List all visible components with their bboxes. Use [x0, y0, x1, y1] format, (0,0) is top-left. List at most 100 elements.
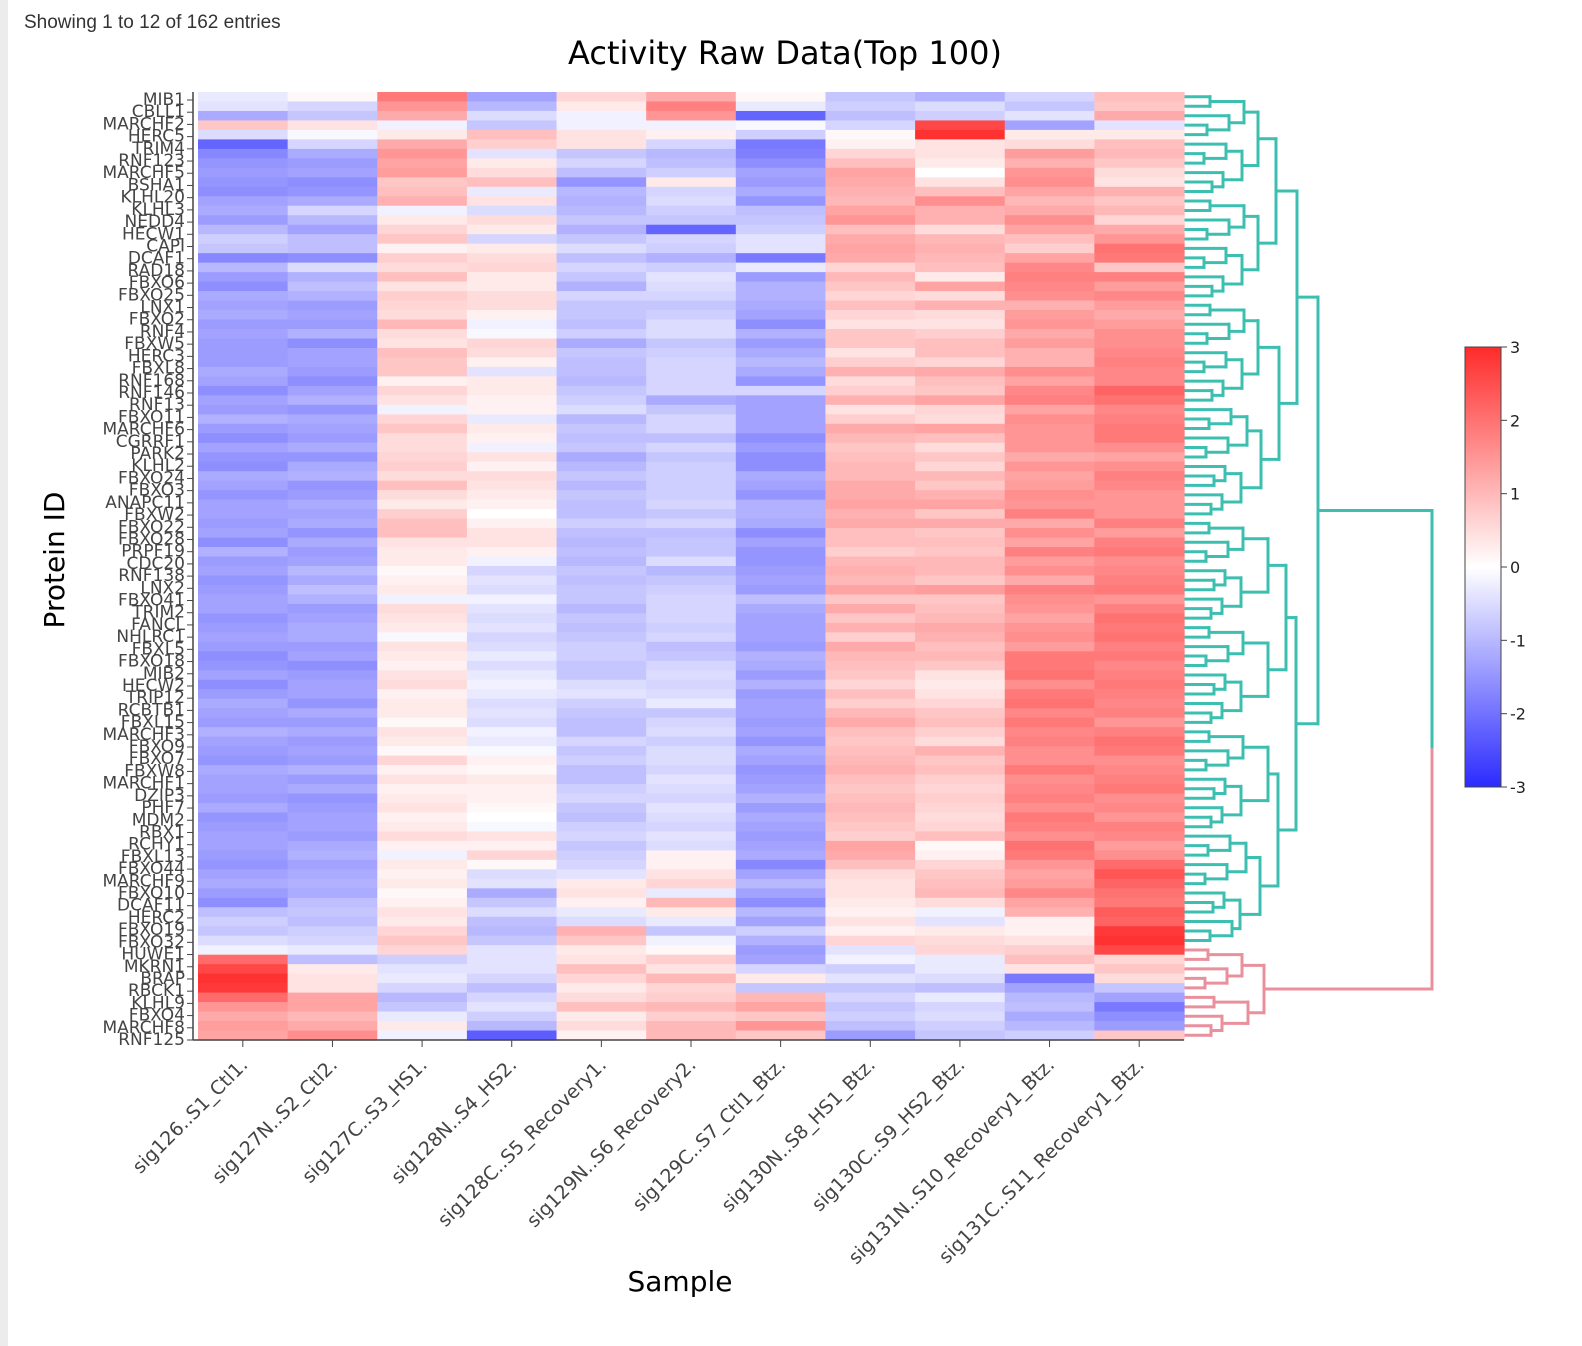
heatmap-cell	[287, 547, 378, 558]
heatmap-cell	[287, 1002, 378, 1013]
heatmap-cell	[825, 1030, 916, 1041]
heatmap-cell	[735, 499, 827, 510]
heatmap-cell	[556, 347, 647, 359]
heatmap-cell	[287, 888, 378, 899]
heatmap-cell	[915, 319, 1006, 330]
heatmap-cell	[1094, 641, 1185, 652]
heatmap-cell	[825, 205, 916, 216]
heatmap-cell	[287, 461, 378, 472]
heatmap-cell	[646, 964, 737, 975]
heatmap-cell	[646, 708, 737, 719]
heatmap-cell	[287, 310, 378, 321]
heatmap-cell	[556, 404, 647, 415]
heatmap-cell	[915, 347, 1006, 359]
heatmap-cell	[377, 139, 468, 150]
heatmap-cell	[287, 746, 378, 757]
heatmap-cell	[556, 992, 647, 1003]
heatmap-cell	[735, 518, 827, 529]
y-axis-label: Protein ID	[38, 492, 71, 629]
heatmap-cell	[556, 110, 647, 122]
heatmap-cell	[1004, 954, 1095, 965]
row-label: FBXO41	[118, 591, 185, 611]
heatmap-cell	[377, 338, 468, 349]
heatmap-cell	[198, 224, 289, 235]
heatmap-cell	[735, 300, 827, 311]
heatmap-cell	[377, 746, 468, 757]
heatmap-cell	[377, 878, 468, 889]
heatmap-cell	[466, 547, 558, 558]
heatmap-cell	[377, 537, 468, 548]
heatmap-cell	[915, 253, 1006, 264]
row-label: MARCHF9	[102, 871, 185, 891]
heatmap-cell	[1094, 158, 1185, 169]
heatmap-cell	[287, 300, 378, 311]
row-labels: MIB1CBLL1MARCHF2HERC5TRIM4RNF123MARCHF5B…	[102, 90, 185, 1050]
heatmap-cell	[1004, 490, 1095, 501]
heatmap-cell	[466, 784, 558, 795]
heatmap-cell	[287, 803, 378, 814]
row-label: FBXL15	[121, 713, 185, 733]
heatmap-cell	[466, 347, 558, 359]
heatmap-cell	[1004, 518, 1095, 529]
heatmap-cell	[735, 243, 827, 254]
heatmap-cell	[556, 566, 647, 577]
heatmap-cell	[1094, 139, 1185, 150]
heatmap-cell	[915, 262, 1006, 273]
row-label: BSHA1	[128, 176, 185, 196]
heatmap-cell	[825, 110, 916, 122]
heatmap-cell	[198, 964, 289, 975]
heatmap-cell	[735, 139, 827, 150]
heatmap-cell	[735, 973, 827, 984]
heatmap-cell	[466, 452, 558, 463]
heatmap-cell	[198, 366, 289, 377]
heatmap-cell	[377, 262, 468, 273]
heatmap-cell	[1004, 964, 1095, 975]
heatmap-cell	[1004, 784, 1095, 795]
heatmap-cell	[1094, 186, 1185, 197]
heatmap-cell	[556, 878, 647, 889]
heatmap-cell	[915, 215, 1006, 226]
heatmap-cell	[915, 92, 1006, 103]
heatmap-cell	[287, 129, 378, 140]
heatmap-cell	[735, 784, 827, 795]
heatmap-cell	[825, 537, 916, 548]
heatmap-cell	[1004, 774, 1095, 785]
heatmap-cell	[915, 366, 1006, 377]
heatmap-cell	[735, 859, 827, 870]
heatmap-cell	[556, 859, 647, 870]
heatmap-cell	[915, 774, 1006, 785]
heatmap-cell	[825, 480, 916, 491]
heatmap-cell	[377, 423, 468, 434]
heatmap-cell	[1004, 243, 1095, 254]
heatmap-cell	[825, 490, 916, 501]
heatmap-cell	[377, 983, 468, 994]
heatmap-cell	[915, 992, 1006, 1003]
heatmap-cell	[466, 101, 558, 112]
heatmap-cell	[556, 831, 647, 842]
heatmap-cell	[198, 1021, 289, 1032]
heatmap-cell	[287, 964, 378, 975]
heatmap-cell	[198, 821, 289, 833]
heatmap-cell	[735, 584, 827, 596]
heatmap-cell	[466, 954, 558, 965]
heatmap-cell	[646, 840, 737, 851]
heatmap-cell	[287, 983, 378, 994]
heatmap-cell	[466, 641, 558, 652]
heatmap-cell	[915, 186, 1006, 197]
heatmap-cell	[915, 272, 1006, 283]
heatmap-cell	[735, 129, 827, 140]
heatmap-cell	[735, 196, 827, 207]
heatmap-cell	[915, 698, 1006, 709]
row-label: FBXO19	[118, 920, 185, 940]
heatmap-cell	[556, 224, 647, 235]
heatmap-cell	[1004, 537, 1095, 548]
heatmap-cell	[825, 784, 916, 795]
heatmap-cell	[1094, 717, 1185, 728]
heatmap-cell	[646, 641, 737, 652]
heatmap-cell	[646, 547, 737, 558]
heatmap-cell	[287, 622, 378, 633]
heatmap-cell	[915, 916, 1006, 927]
heatmap-cell	[377, 509, 468, 520]
heatmap-cell	[915, 528, 1006, 539]
heatmap-cell	[198, 603, 289, 614]
